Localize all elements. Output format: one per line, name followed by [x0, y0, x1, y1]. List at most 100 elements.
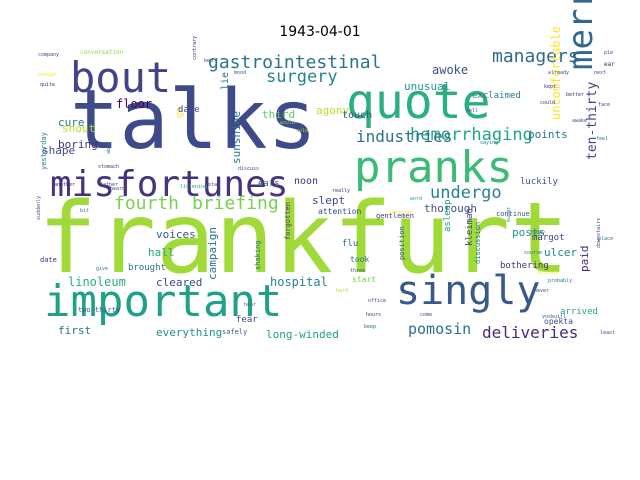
word-probably: probably [548, 278, 572, 284]
word-industries: industries [356, 127, 452, 146]
word-slept: slept [312, 194, 345, 207]
word-could: could [540, 100, 555, 106]
word-company: company [38, 52, 59, 58]
word-long-winded: long-winded [266, 328, 339, 341]
word-beep: beep [364, 324, 376, 330]
word-voices: voices [156, 228, 196, 241]
word-contrary: contrary [192, 36, 198, 60]
word-ears: ears [258, 179, 280, 189]
word-position: position [398, 226, 406, 260]
word-give: give [96, 266, 108, 272]
word-today: today [530, 230, 545, 236]
word-bothering: bothering [500, 261, 549, 271]
word-first: first [58, 324, 91, 337]
word-singly: singly [396, 268, 541, 314]
word-quite: quite [40, 82, 55, 88]
word-hemorrhaging: hemorrhaging [410, 125, 533, 145]
word-office: office [368, 298, 386, 304]
word-attention: attention [318, 207, 362, 216]
word-cleared: cleared [156, 276, 202, 289]
word-continue: continue [496, 210, 530, 218]
word-kleiman: kleiman [465, 208, 475, 246]
word-awake: awake [572, 118, 587, 124]
word-touch: touch [342, 110, 372, 121]
word-deliveries: deliveries [482, 323, 578, 342]
word-saying: saying [480, 140, 498, 146]
word-father: father [100, 182, 118, 188]
chart-title: 1943-04-01 [279, 24, 361, 40]
word-gastrointestinal: gastrointestinal [208, 52, 381, 73]
word-start: start [352, 275, 376, 284]
word-arrived: arrived [560, 307, 598, 317]
word-forgotten: forgotten [284, 202, 292, 240]
word-stay: stay [208, 182, 220, 188]
word-discuss: discuss [238, 166, 259, 172]
word-brought: brought [128, 263, 166, 273]
word-dare: dare [178, 105, 200, 115]
word-date: date [40, 256, 57, 264]
word-boring: boring [58, 138, 98, 151]
word-ten-thirty: ten-thirty [585, 82, 600, 160]
word-hospital: hospital [270, 275, 328, 289]
word-stomach: stomach [98, 164, 119, 170]
word-merry: merry [561, 0, 601, 70]
word-briefing: briefing [192, 193, 279, 214]
word-hard: hard [336, 288, 348, 294]
word-morning: morning [390, 210, 411, 216]
word-exclaimed: exclaimed [472, 91, 521, 101]
word-pranks: pranks [354, 142, 513, 193]
word-really: really [332, 188, 350, 194]
word-unusual: unusual [404, 80, 450, 93]
word-safely: safely [222, 328, 247, 336]
word-hall: hall [148, 246, 175, 259]
word-would: would [280, 120, 295, 126]
word-sunshine: sunshine [230, 111, 243, 164]
word-thorough: thorough [424, 202, 477, 215]
word-points: points [528, 128, 568, 141]
word-another: another [54, 182, 75, 188]
word-ear: ear [604, 61, 615, 68]
word-flu: flu [342, 239, 358, 249]
word-sugar: sugar [506, 207, 512, 222]
word-frankfurt: frankfurt [38, 182, 569, 296]
word-noon: noon [294, 176, 318, 187]
word-come: come [420, 312, 432, 318]
word-go: go [175, 107, 185, 118]
word-place: place [598, 236, 613, 242]
word-ulcer: ulcer [544, 246, 577, 259]
word-pie: pie [604, 50, 613, 56]
word-listening: listening [180, 184, 207, 190]
word-feel: feel [596, 136, 608, 142]
word-opekta: opekta [544, 317, 573, 326]
word-posts: posts [512, 226, 545, 239]
word-third: third [262, 108, 295, 121]
word-talks: talks [70, 73, 317, 168]
word-heard: heard [110, 186, 125, 192]
word-surgery: surgery [266, 67, 338, 87]
word-agony: agony [316, 104, 349, 117]
word-asleep: asleep [443, 199, 453, 232]
word-suddenly: suddenly [36, 196, 42, 220]
word-least: least [600, 330, 615, 336]
word-shout: shout [62, 122, 95, 135]
word-kept: kept [544, 84, 556, 90]
word-bout: bout [70, 53, 171, 102]
word-hours: hours [366, 312, 381, 318]
word-cure: cure [58, 116, 85, 129]
word-campaign: campaign [206, 227, 219, 280]
word-shape: shape [42, 144, 75, 157]
word-conversation: conversation [80, 49, 124, 56]
word-next: next [594, 70, 606, 76]
word-fourth: fourth [114, 193, 179, 214]
word-pomosin: pomosin [408, 320, 471, 338]
word-bit: bit [80, 208, 89, 214]
word-yesterday: yesterday [40, 132, 48, 170]
word-floor: floor [116, 97, 152, 111]
word-never: never [534, 288, 549, 294]
word-two-thirty: two-thirty [78, 306, 120, 314]
word-important: important [44, 276, 282, 327]
word-three: three [350, 268, 365, 274]
word-paid: paid [578, 246, 591, 273]
word-shaking: shaking [254, 240, 262, 270]
